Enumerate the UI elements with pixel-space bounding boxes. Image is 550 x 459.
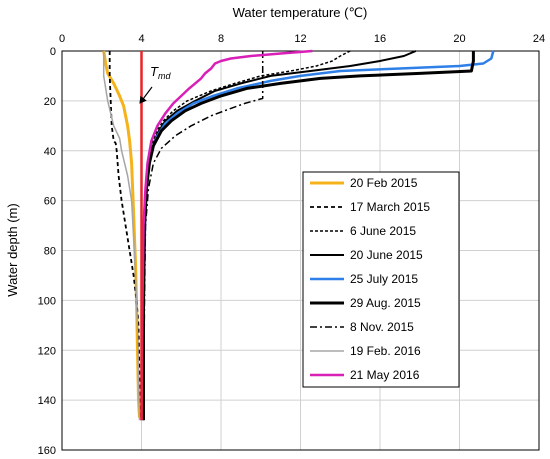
legend: 20 Feb 2015 17 March 2015 6 June 2015 20 Ju… xyxy=(302,171,460,388)
legend-label-5: 25 July 2015 xyxy=(350,272,418,286)
y-tick-label: 80 xyxy=(44,246,56,258)
y-tick-label: 60 xyxy=(44,196,56,208)
legend-label-4: 20 June 2015 xyxy=(350,248,423,262)
reference-line-group: Tmd xyxy=(139,51,171,421)
legend-label-7: 8 Nov. 2015 xyxy=(350,320,414,334)
legend-label-9: 21 May 2016 xyxy=(350,368,420,382)
y-tick-label: 160 xyxy=(38,445,56,457)
y-tick-label: 20 xyxy=(44,96,56,108)
x-axis-title: Water temperature (℃) xyxy=(233,5,368,20)
x-tick-label: 16 xyxy=(374,33,386,45)
y-tick-label: 0 xyxy=(50,46,56,58)
y-axis-title: Water depth (m) xyxy=(5,203,20,296)
series-line-8 xyxy=(102,51,141,421)
x-tick-label: 20 xyxy=(453,33,465,45)
y-tick-label: 140 xyxy=(38,395,56,407)
x-tick-label: 8 xyxy=(218,33,224,45)
legend-label-2: 17 March 2015 xyxy=(350,200,430,214)
series-line-9 xyxy=(140,49,313,421)
tmd-pointer-arrow xyxy=(139,86,153,104)
legend-label-3: 6 June 2015 xyxy=(350,224,416,238)
series-line-7 xyxy=(142,51,264,421)
x-tick-label: 12 xyxy=(294,33,306,45)
tick-labels: 0 4 8 12 16 20 24 0 20 40 60 80 100 120 140 160 xyxy=(38,33,545,457)
tmd-label-sub: md xyxy=(158,71,171,81)
tmd-label: Tmd xyxy=(150,64,171,81)
series-lines xyxy=(102,49,495,421)
x-tick-label: 4 xyxy=(138,33,144,45)
x-tick-label: 0 xyxy=(59,33,65,45)
legend-label-1: 20 Feb 2015 xyxy=(350,176,418,190)
y-tick-label: 120 xyxy=(38,345,56,357)
y-tick-label: 40 xyxy=(44,146,56,158)
legend-label-6: 29 Aug. 2015 xyxy=(350,296,421,310)
legend-label-8: 19 Feb. 2016 xyxy=(350,344,421,358)
x-tick-label: 24 xyxy=(533,33,545,45)
y-tick-label: 100 xyxy=(38,295,56,307)
tmd-label-main: T xyxy=(150,64,159,79)
